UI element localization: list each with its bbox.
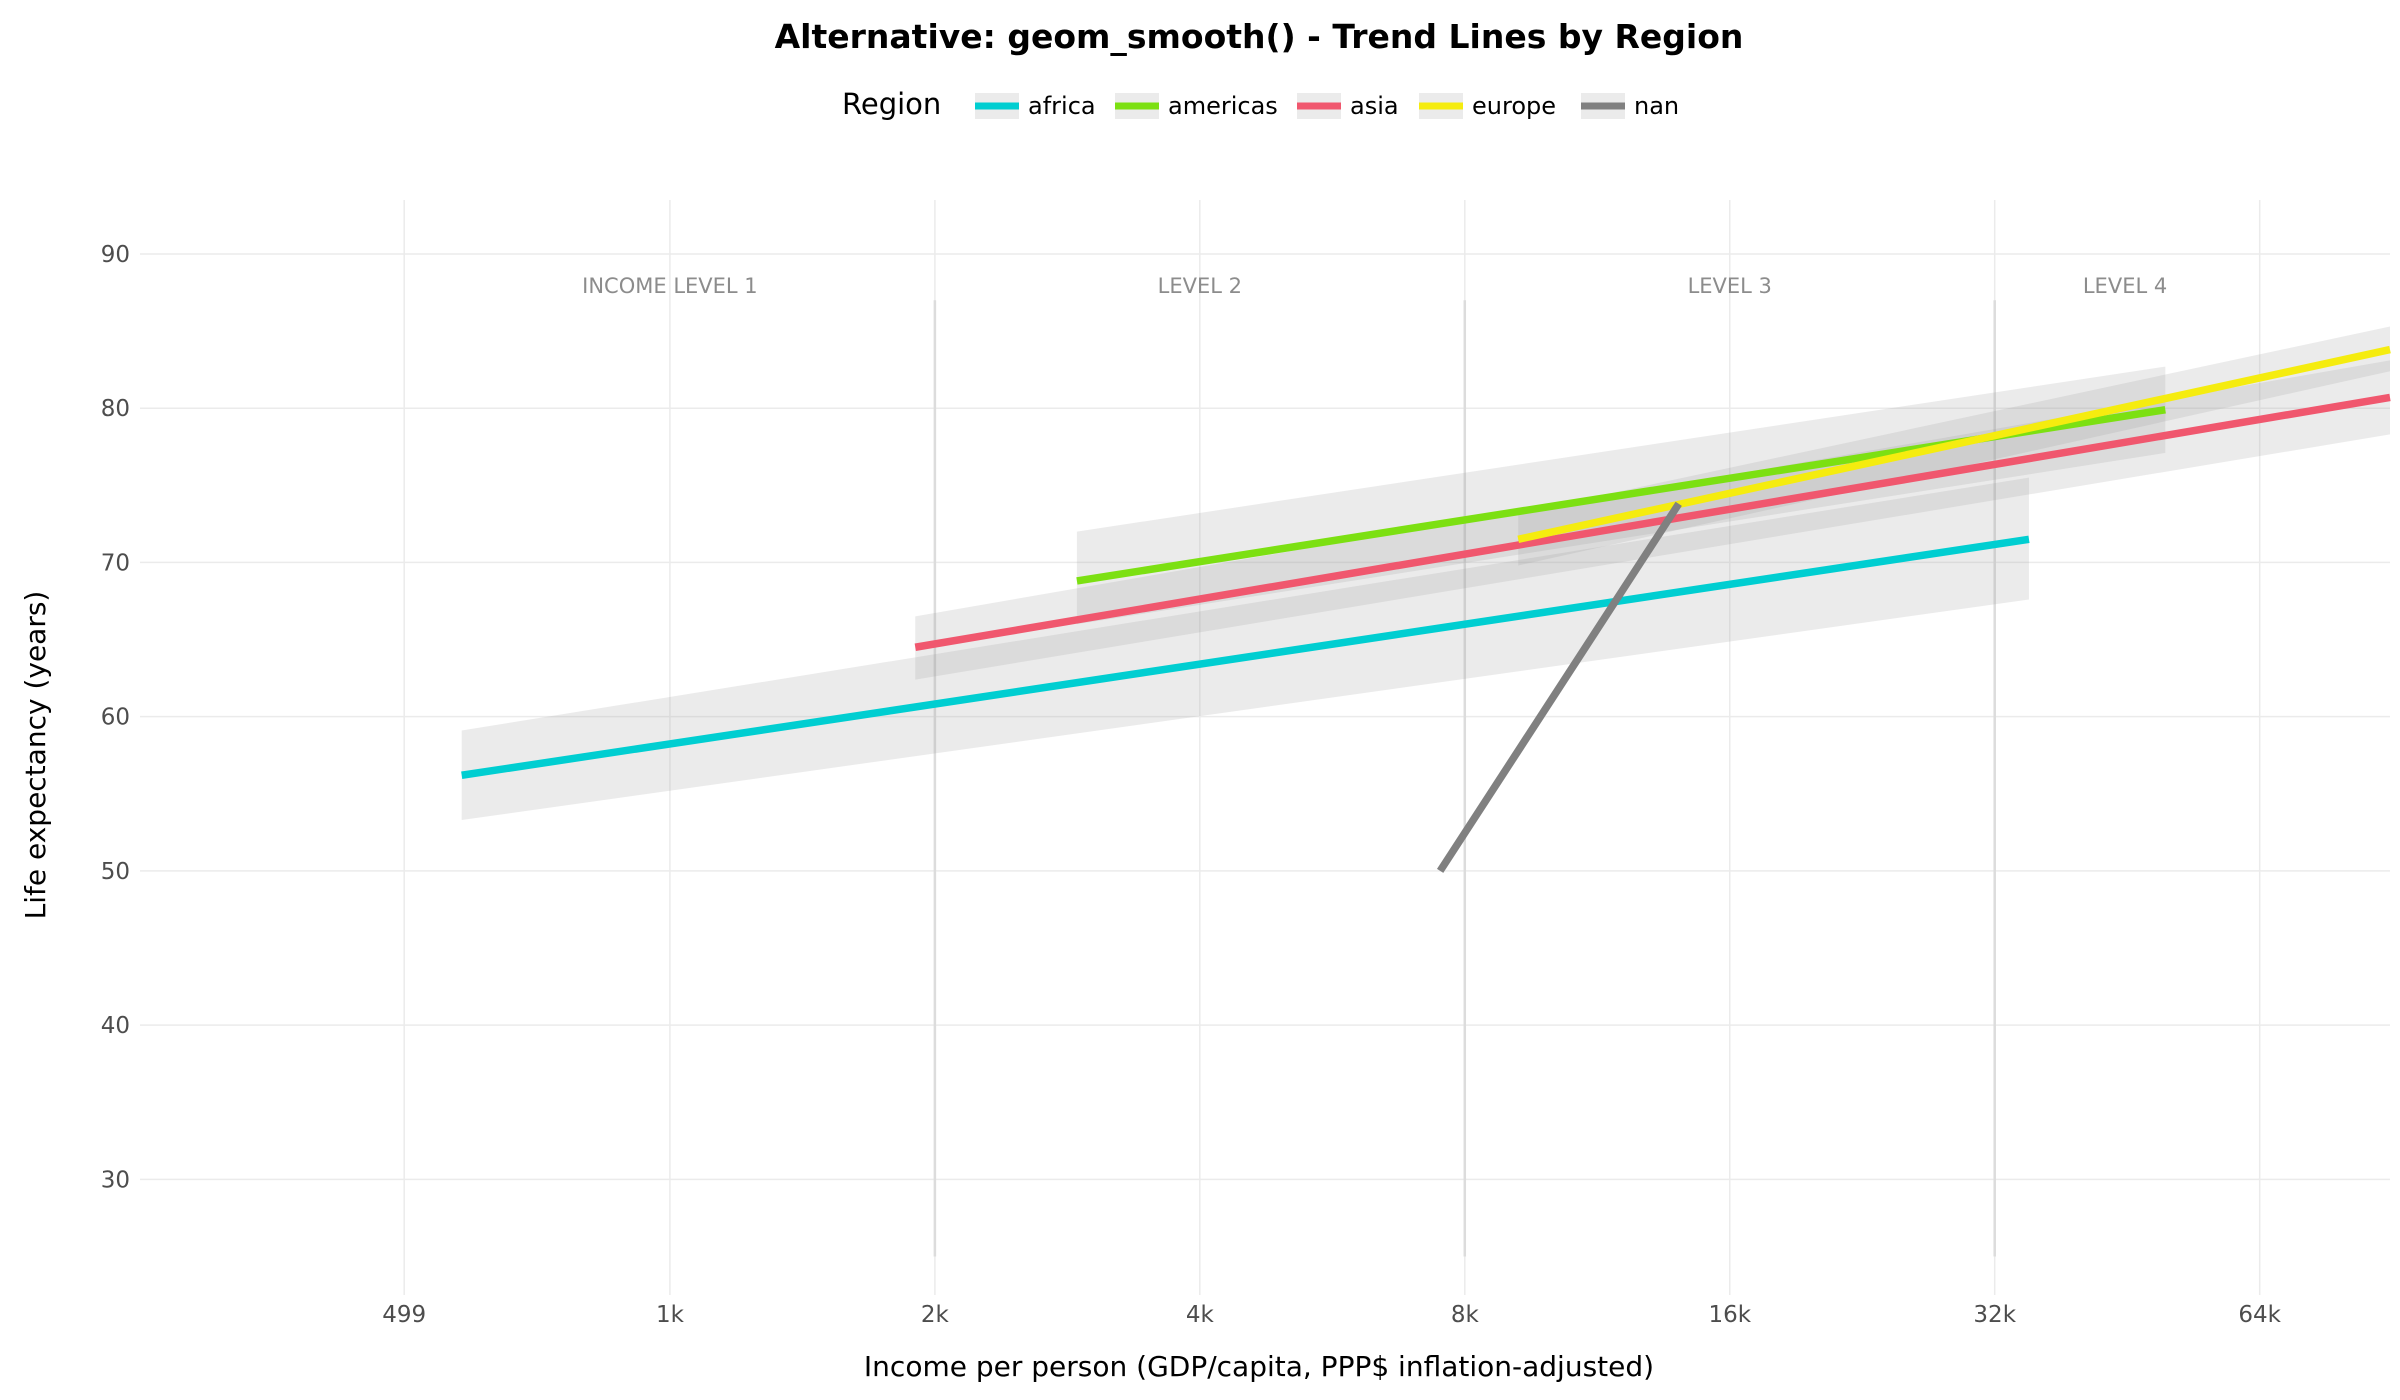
y-tick-label: 40 [101, 1013, 130, 1039]
trend-line-nan [1436, 501, 1682, 873]
y-tick-label: 50 [101, 859, 130, 885]
legend-label: europe [1472, 92, 1556, 120]
legend-item-africa: africa [975, 92, 1096, 120]
legend-item-nan: nan [1581, 92, 1679, 120]
y-tick-label: 30 [101, 1167, 130, 1193]
legend-item-europe: europe [1419, 92, 1556, 120]
chart-title: Alternative: geom_smooth() - Trend Lines… [775, 17, 1744, 56]
income-level-bands: INCOME LEVEL 1 LEVEL 2 LEVEL 3 LEVEL 4 [582, 274, 2167, 1257]
y-axis: 30 40 50 60 70 80 90 [101, 242, 130, 1193]
income-level-label: LEVEL 2 [1158, 274, 1242, 298]
legend-label: americas [1168, 92, 1278, 120]
x-tick-label: 16k [1708, 1302, 1751, 1328]
legend-item-americas: americas [1115, 92, 1278, 120]
income-level-label: INCOME LEVEL 1 [582, 274, 758, 298]
legend-label: nan [1634, 92, 1679, 120]
x-tick-label: 2k [921, 1302, 950, 1328]
legend-item-asia: asia [1297, 92, 1399, 120]
confidence-ribbons [461, 326, 2390, 820]
x-axis: 499 1k 2k 4k 8k 16k 32k 64k [382, 1302, 2281, 1328]
trend-line-asia [914, 393, 2391, 651]
x-axis-title: Income per person (GDP/capita, PPP$ infl… [864, 1350, 1654, 1383]
x-tick-label: 64k [2238, 1302, 2281, 1328]
y-tick-label: 60 [101, 705, 130, 731]
income-level-label: LEVEL 4 [2083, 274, 2167, 298]
x-tick-label: 4k [1186, 1302, 1215, 1328]
grid [140, 200, 2390, 1295]
x-tick-label: 32k [1973, 1302, 2016, 1328]
x-tick-label: 499 [382, 1302, 426, 1328]
trend-line-africa [461, 535, 2030, 779]
legend: Region africa americas asia europe nan [842, 87, 1679, 121]
y-tick-label: 90 [101, 242, 130, 268]
legend-label: africa [1028, 92, 1096, 120]
legend-label: asia [1350, 92, 1399, 120]
y-axis-title: Life expectancy (years) [19, 591, 52, 920]
trend-lines [461, 345, 2391, 873]
x-tick-label: 8k [1451, 1302, 1480, 1328]
y-tick-label: 80 [101, 396, 130, 422]
legend-title: Region [842, 87, 941, 121]
x-tick-label: 1k [656, 1302, 685, 1328]
trend-line-europe [1517, 345, 2391, 543]
income-level-label: LEVEL 3 [1688, 274, 1772, 298]
y-tick-label: 70 [101, 550, 130, 576]
